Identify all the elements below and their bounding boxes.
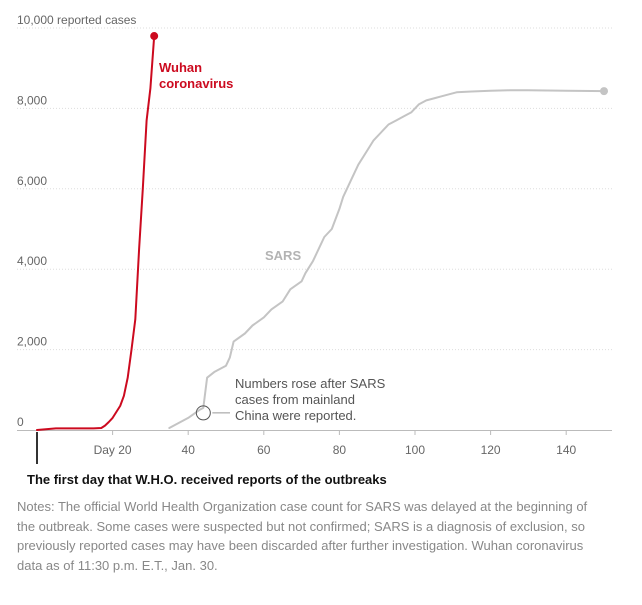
sars-endpoint — [600, 87, 608, 96]
y-tick-label: 0 — [17, 415, 24, 429]
y-tick-label: 2,000 — [17, 335, 47, 349]
sars-line — [168, 89, 605, 429]
annotation-circle — [195, 405, 211, 421]
x-tick-label: 60 — [257, 443, 271, 457]
y-tick-label: 8,000 — [17, 93, 47, 107]
y-axis-title: 10,000 reported cases — [17, 13, 136, 27]
y-tick-label: 4,000 — [17, 254, 47, 268]
wuhan-label: Wuhan — [159, 60, 202, 75]
notes-text: Notes: The official World Health Organiz… — [17, 499, 588, 573]
x-tick-label: 80 — [333, 443, 347, 457]
annotation-sars-note: China were reported. — [235, 408, 356, 423]
wuhan-label: coronavirus — [159, 76, 233, 91]
x-tick-label: 140 — [556, 443, 576, 457]
annotation-sars-note: Numbers rose after SARS — [235, 376, 386, 391]
sars-label: SARS — [265, 248, 301, 263]
cases-chart: 0 2,000 4,000 6,000 8,000 10,000 reported cas… — [17, 13, 612, 487]
y-tick-label: 6,000 — [17, 174, 47, 188]
x-tick-label: Day 20 — [94, 443, 132, 457]
gridlines — [17, 27, 612, 431]
series-lines — [36, 32, 608, 431]
y-axis: 0 2,000 4,000 6,000 8,000 10,000 reported cas… — [17, 13, 136, 429]
x-tick-label: 120 — [481, 443, 501, 457]
annotation-sars-note: cases from mainland — [235, 392, 355, 407]
wuhan-line — [36, 35, 156, 431]
x-tick-label: 40 — [182, 443, 196, 457]
wuhan-endpoint — [150, 32, 159, 41]
x-axis: Day 20 40 60 80 100 120 140 — [94, 430, 577, 457]
x-tick-label: 100 — [405, 443, 425, 457]
first-day-annotation: The first day that W.H.O. received repor… — [27, 472, 387, 487]
